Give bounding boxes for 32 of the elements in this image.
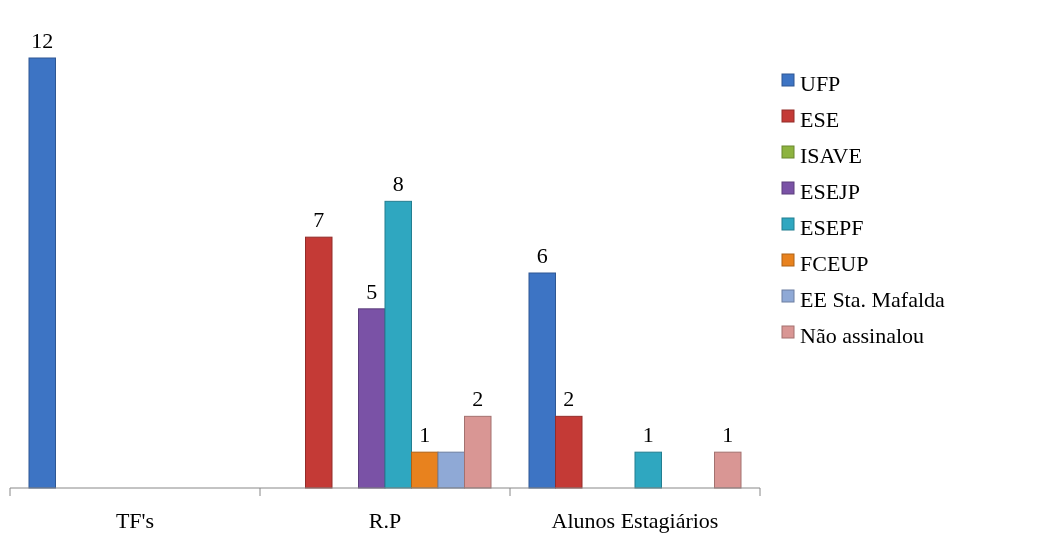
x-tick-label: TF's xyxy=(115,508,155,533)
data-label: 1 xyxy=(419,422,431,448)
data-label: 1 xyxy=(642,422,654,448)
legend-label: ESEJP xyxy=(800,179,860,205)
data-label: 7 xyxy=(313,207,325,233)
legend-label: ISAVE xyxy=(800,143,862,169)
legend-label: ESEPF xyxy=(800,215,864,241)
data-label: 2 xyxy=(563,386,575,412)
legend-label: FCEUP xyxy=(800,251,869,277)
bar xyxy=(555,415,583,489)
legend-label: UFP xyxy=(800,71,841,97)
bar xyxy=(437,451,465,489)
bar xyxy=(528,272,556,489)
data-label: 2 xyxy=(472,386,484,412)
data-label: 12 xyxy=(31,28,54,53)
bar xyxy=(384,200,412,489)
bar xyxy=(464,415,492,489)
legend-label: ESE xyxy=(800,107,840,133)
data-label: 6 xyxy=(536,243,548,268)
legend-label: EE Sta. Mafalda xyxy=(800,287,946,313)
data-label: 1 xyxy=(722,422,734,448)
bar xyxy=(28,57,56,489)
data-label: 5 xyxy=(366,278,378,304)
data-label: 8 xyxy=(392,171,404,197)
x-tick-label: R.P xyxy=(368,508,402,533)
bar xyxy=(411,451,439,489)
legend-label: Não assinalou xyxy=(800,323,925,349)
x-tick-label: Alunos Estagiários xyxy=(551,508,719,533)
bar xyxy=(634,451,662,489)
bar xyxy=(714,451,742,489)
bar xyxy=(358,308,386,489)
bar xyxy=(305,236,333,489)
